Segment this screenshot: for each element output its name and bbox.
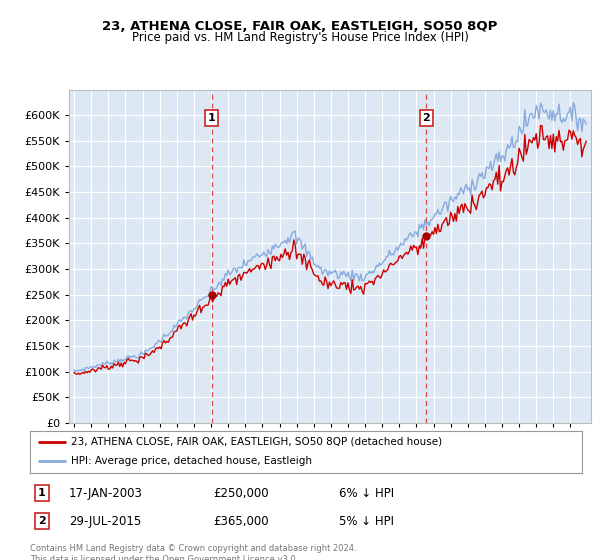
Text: £250,000: £250,000 — [213, 487, 269, 500]
Text: 2: 2 — [422, 113, 430, 123]
Text: 29-JUL-2015: 29-JUL-2015 — [69, 515, 141, 528]
Text: 2: 2 — [38, 516, 46, 526]
Text: 17-JAN-2003: 17-JAN-2003 — [69, 487, 143, 500]
Text: Contains HM Land Registry data © Crown copyright and database right 2024.
This d: Contains HM Land Registry data © Crown c… — [30, 544, 356, 560]
Text: Price paid vs. HM Land Registry's House Price Index (HPI): Price paid vs. HM Land Registry's House … — [131, 31, 469, 44]
Text: 1: 1 — [208, 113, 215, 123]
Text: HPI: Average price, detached house, Eastleigh: HPI: Average price, detached house, East… — [71, 456, 313, 466]
Text: 1: 1 — [38, 488, 46, 498]
Text: 5% ↓ HPI: 5% ↓ HPI — [339, 515, 394, 528]
Text: £365,000: £365,000 — [213, 515, 269, 528]
Text: 6% ↓ HPI: 6% ↓ HPI — [339, 487, 394, 500]
Text: 23, ATHENA CLOSE, FAIR OAK, EASTLEIGH, SO50 8QP (detached house): 23, ATHENA CLOSE, FAIR OAK, EASTLEIGH, S… — [71, 437, 443, 447]
Text: 23, ATHENA CLOSE, FAIR OAK, EASTLEIGH, SO50 8QP: 23, ATHENA CLOSE, FAIR OAK, EASTLEIGH, S… — [103, 20, 497, 32]
